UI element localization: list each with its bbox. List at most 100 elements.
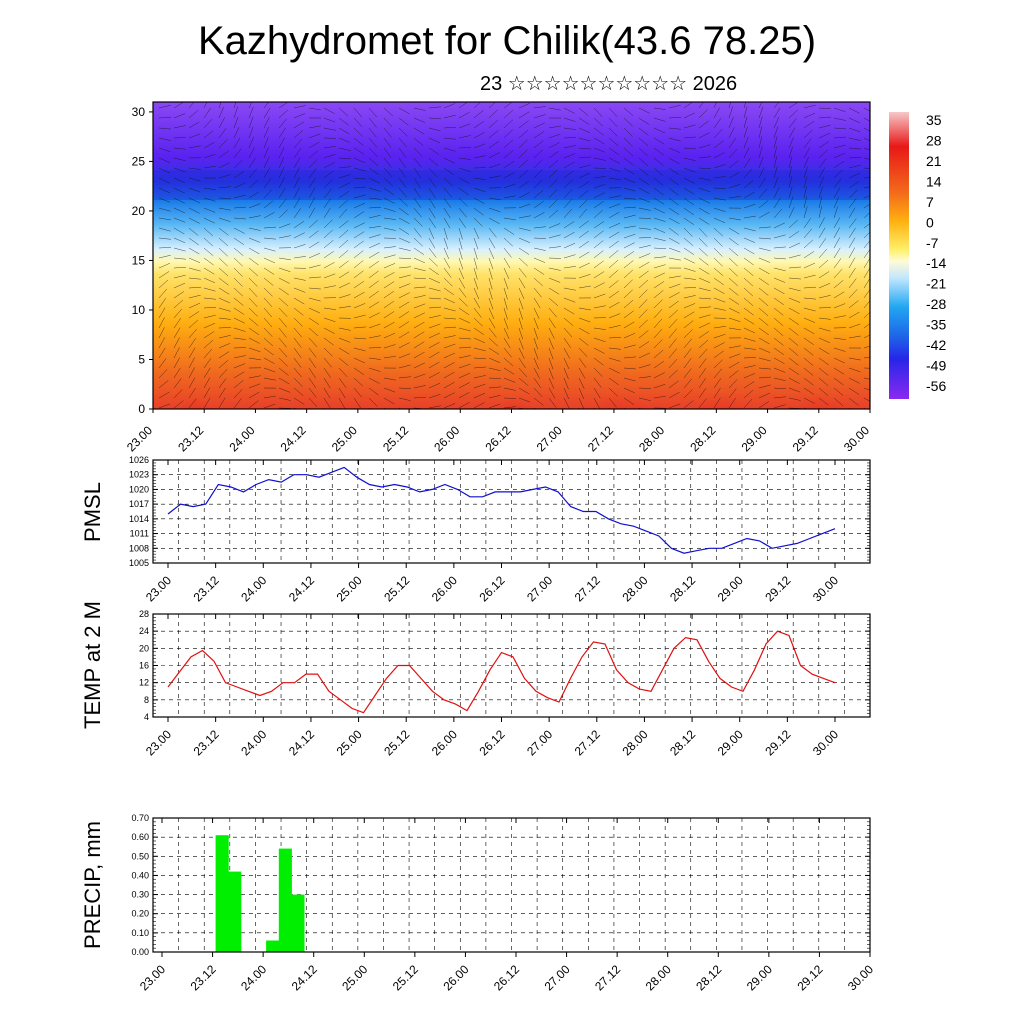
wind-vector	[428, 394, 441, 399]
wind-vector	[293, 357, 302, 368]
wind-vector	[818, 186, 823, 199]
wind-vector	[413, 303, 426, 309]
wind-vector	[158, 227, 171, 232]
wind-vector	[848, 189, 858, 199]
y-tick-label: 1011	[130, 529, 149, 539]
wind-vector	[608, 137, 619, 146]
wind-vector	[683, 358, 692, 369]
wind-vector	[293, 138, 303, 149]
colorbar-label: -42	[926, 337, 946, 353]
wind-vector	[233, 287, 243, 297]
wind-vector	[533, 397, 544, 406]
wind-vector	[623, 356, 636, 359]
wind-vector	[533, 357, 539, 370]
x-tick-label: 27.00	[542, 962, 573, 993]
wind-vector	[188, 328, 198, 339]
wind-vector	[713, 227, 724, 237]
warm-cell	[485, 349, 545, 409]
wind-vector	[848, 300, 859, 309]
wind-vector	[533, 149, 543, 159]
wind-vector	[728, 237, 739, 246]
y-tick-label: 1026	[129, 455, 149, 465]
wind-vector	[368, 187, 381, 192]
wind-vector	[263, 403, 276, 409]
wind-vector	[713, 118, 722, 129]
wind-vector	[698, 247, 708, 257]
wind-vector	[443, 126, 456, 129]
y-tick-label: 1017	[129, 499, 149, 509]
pmsl-series-line	[167, 466, 836, 554]
wind-vector	[638, 289, 648, 299]
wind-vector	[578, 377, 585, 389]
y-tick-label: 0.60	[131, 832, 149, 842]
wind-vector	[548, 150, 559, 159]
wind-vector	[368, 301, 380, 309]
wind-vector	[263, 307, 273, 318]
jet-band	[153, 170, 870, 200]
wind-vector	[158, 380, 169, 389]
wind-vector	[173, 308, 183, 319]
wind-vector	[803, 327, 815, 335]
wind-vector	[758, 167, 765, 179]
wind-vector	[158, 137, 171, 141]
wind-vector	[593, 240, 604, 249]
wind-vector	[443, 187, 452, 198]
wind-vector	[263, 126, 269, 139]
wind-vector	[473, 143, 486, 149]
wind-vector	[293, 297, 305, 305]
wind-vector	[263, 212, 275, 219]
wind-vector	[338, 147, 351, 151]
wind-vector	[278, 397, 291, 401]
x-tick-label: 30.00	[810, 573, 841, 604]
wind-vector	[263, 107, 271, 119]
wind-vector	[278, 109, 289, 119]
wind-vector	[848, 156, 861, 159]
wind-vector	[248, 106, 254, 119]
wind-vector	[578, 274, 591, 279]
wind-vector	[323, 347, 333, 357]
wind-vector	[863, 212, 870, 219]
wind-vector	[653, 349, 664, 359]
wind-vector	[608, 357, 621, 362]
wind-vector	[443, 317, 456, 320]
wind-vector	[443, 371, 455, 379]
wind-vector	[338, 271, 350, 279]
wind-vector	[788, 357, 799, 366]
wind-vector	[353, 357, 366, 364]
wind-vector	[713, 326, 726, 329]
wind-vector	[593, 157, 606, 161]
wind-vector	[263, 257, 276, 264]
wind-vector	[293, 167, 300, 179]
wind-vector	[188, 133, 201, 139]
wind-vector	[473, 247, 478, 260]
wind-vector	[863, 240, 870, 249]
wind-vector	[743, 337, 756, 342]
wind-vector	[773, 396, 786, 399]
wind-vector	[698, 368, 707, 379]
wind-vector	[188, 110, 199, 119]
wind-vector	[638, 376, 651, 379]
wind-vector	[248, 179, 259, 189]
wind-vector	[818, 217, 825, 229]
wind-vector	[338, 377, 347, 388]
wind-vector	[743, 136, 749, 149]
wind-vector	[488, 337, 498, 347]
wind-vector	[368, 377, 380, 384]
wind-vector	[233, 116, 239, 129]
wind-vector	[458, 297, 468, 307]
wind-vector	[353, 186, 366, 189]
wind-vector	[863, 323, 870, 329]
wind-vector	[323, 387, 331, 399]
wind-vector	[218, 237, 229, 247]
wind-vector	[698, 197, 710, 204]
x-tick-label: 23.12	[191, 727, 222, 758]
wind-vector	[233, 137, 241, 149]
wind-vector	[503, 119, 513, 129]
wind-vector	[218, 378, 227, 389]
wind-vector	[368, 367, 381, 372]
wind-vector	[203, 314, 216, 319]
wind-vector	[623, 260, 634, 269]
wind-vector	[473, 237, 479, 250]
wind-vector	[608, 367, 620, 374]
